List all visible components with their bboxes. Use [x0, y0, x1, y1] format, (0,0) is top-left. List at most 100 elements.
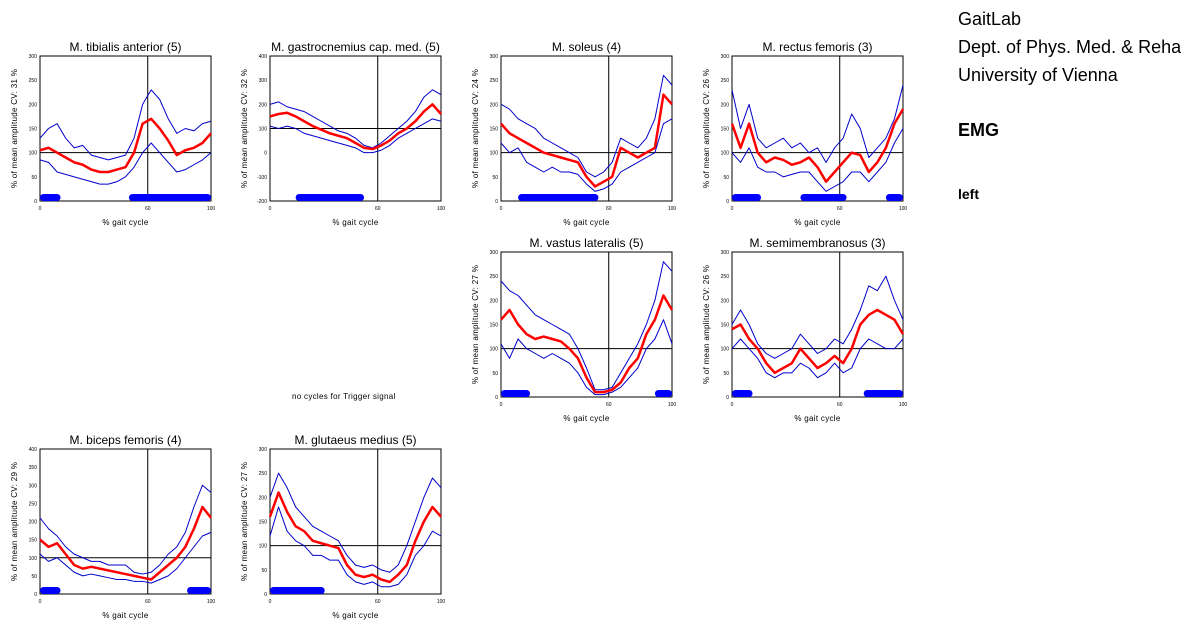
plot-frame	[500, 251, 673, 398]
x-tick-label: 0	[731, 402, 734, 408]
y-tick-label: 200	[721, 102, 730, 108]
activity-phase-bar	[885, 194, 903, 201]
emg-chart-svg: M. semimembranosus (3) 0 50 100 150 200 250 300…	[702, 236, 907, 423]
y-axis-label: % of mean amplitude CV: 32 %	[240, 69, 249, 188]
y-axis-label: % of mean amplitude CV: 26 %	[702, 69, 711, 188]
y-tick-label: 300	[721, 250, 730, 256]
activity-phase-bar	[863, 390, 903, 397]
lower-sd-curve	[269, 118, 442, 154]
emg-panel-soleus: M. soleus (4) 0 50 100 150 200 250 300 0 60 100 % g…	[471, 36, 701, 231]
y-tick-label: 0	[495, 199, 498, 205]
mean-curve	[269, 103, 442, 151]
x-tick-label: 0	[269, 206, 272, 212]
x-axis-label: % gait cycle	[563, 414, 610, 423]
y-tick-label: 350	[29, 465, 38, 471]
x-axis-label: % gait cycle	[794, 414, 841, 423]
y-axis-label: % of mean amplitude CV: 27 %	[471, 265, 480, 384]
y-tick-label: 300	[490, 54, 499, 60]
chart-title: M. rectus femoris (3)	[762, 40, 872, 54]
lower-sd-curve	[39, 531, 212, 584]
y-tick-label: 200	[259, 102, 268, 108]
y-tick-label: 100	[29, 556, 38, 562]
y-tick-label: 0	[726, 395, 729, 401]
activity-phase-bar	[732, 194, 762, 201]
x-tick-label: 0	[731, 206, 734, 212]
mean-curve	[39, 117, 212, 174]
activity-phase-bar	[295, 194, 365, 201]
y-tick-label: 100	[721, 347, 730, 353]
x-tick-label: 60	[375, 206, 381, 212]
y-tick-label: 0	[264, 592, 267, 598]
lower-sd-curve	[500, 118, 673, 192]
y-axis-label: % of mean amplitude CV: 24 %	[471, 69, 480, 188]
activity-phase-bar	[654, 390, 672, 397]
x-tick-label: 100	[899, 206, 908, 212]
y-tick-label: 150	[29, 127, 38, 133]
emg-panel-glutaeus-medius: M. glutaeus medius (5) 0 50 100 150 200 250 300…	[240, 429, 470, 624]
emg-panel-rectus-femoris: M. rectus femoris (3) 0 50 100 150 200 250 300 0…	[702, 36, 932, 231]
plot-frame	[731, 55, 904, 202]
x-tick-label: 60	[145, 206, 151, 212]
plot-frame	[731, 251, 904, 398]
y-axis-label: % of mean amplitude CV: 27 %	[240, 462, 249, 581]
x-tick-label: 100	[207, 206, 216, 212]
y-tick-label: 250	[490, 78, 499, 84]
x-tick-label: 60	[606, 402, 612, 408]
y-tick-label: 200	[29, 102, 38, 108]
x-tick-label: 60	[606, 206, 612, 212]
y-tick-label: 100	[490, 151, 499, 157]
upper-sd-curve	[500, 74, 673, 178]
y-tick-label: 300	[259, 78, 268, 84]
emg-panel-semimembranosus: M. semimembranosus (3) 0 50 100 150 200 250 300…	[702, 232, 932, 427]
emg-panel-vastus-lateralis: M. vastus lateralis (5) 0 50 100 150 200 250 30…	[471, 232, 701, 427]
x-tick-label: 100	[668, 402, 677, 408]
x-axis-label: % gait cycle	[332, 218, 379, 227]
mean-curve	[731, 308, 905, 375]
emg-chart-svg: M. rectus femoris (3) 0 50 100 150 200 250 300 0…	[702, 40, 908, 227]
y-tick-label: 300	[29, 54, 38, 60]
plot-frame	[500, 55, 673, 202]
activity-phase-bar	[40, 194, 61, 201]
emg-panel-gastrocnemius: M. gastrocnemius cap. med. (5) -200 -100 0 1…	[240, 36, 470, 231]
y-tick-label: 150	[490, 323, 499, 329]
y-tick-label: 250	[29, 501, 38, 507]
emg-chart-svg: M. tibialis anterior (5) 0 50 100 150 200 250 3…	[10, 40, 216, 227]
y-axis-label: % of mean amplitude CV: 31 %	[10, 69, 19, 188]
x-tick-label: 100	[437, 206, 446, 212]
mean-curve	[268, 491, 442, 584]
y-tick-label: 100	[259, 127, 268, 133]
y-tick-label: 100	[29, 151, 38, 157]
y-tick-label: 300	[490, 250, 499, 256]
y-tick-label: 400	[29, 447, 38, 453]
x-tick-label: 60	[375, 599, 381, 605]
side-label: left	[958, 186, 979, 202]
emg-chart-svg: M. vastus lateralis (5) 0 50 100 150 200 250 30…	[471, 236, 677, 423]
y-tick-label: 50	[723, 175, 729, 181]
lower-sd-curve	[731, 338, 904, 379]
chart-title: M. soleus (4)	[552, 40, 621, 54]
upper-sd-curve	[500, 261, 673, 391]
upper-sd-curve	[269, 89, 442, 149]
y-tick-label: 50	[261, 568, 267, 574]
y-tick-label: 0	[726, 199, 729, 205]
x-axis-label: % gait cycle	[563, 218, 610, 227]
activity-phase-bar	[128, 194, 211, 201]
y-tick-label: 0	[34, 592, 37, 598]
activity-phase-bar	[518, 194, 599, 201]
emg-panel-biceps-femoris: M. biceps femoris (4) 0 50 100 150 200 250 300 3…	[10, 429, 240, 624]
x-tick-label: 100	[437, 599, 446, 605]
x-axis-label: % gait cycle	[102, 218, 149, 227]
activity-phase-bar	[270, 587, 325, 594]
university: University of Vienna	[958, 65, 1118, 85]
y-tick-label: 250	[721, 78, 730, 84]
upper-sd-curve	[39, 89, 212, 161]
y-tick-label: 300	[29, 483, 38, 489]
plot-frame	[269, 448, 442, 595]
y-tick-label: 100	[721, 151, 730, 157]
x-axis-label: % gait cycle	[332, 611, 379, 620]
emg-chart-svg: M. biceps femoris (4) 0 50 100 150 200 250 300 3…	[10, 433, 215, 620]
y-tick-label: -200	[257, 199, 267, 205]
y-tick-label: 0	[34, 199, 37, 205]
y-tick-label: 0	[264, 151, 267, 157]
chart-title: M. tibialis anterior (5)	[69, 40, 181, 54]
